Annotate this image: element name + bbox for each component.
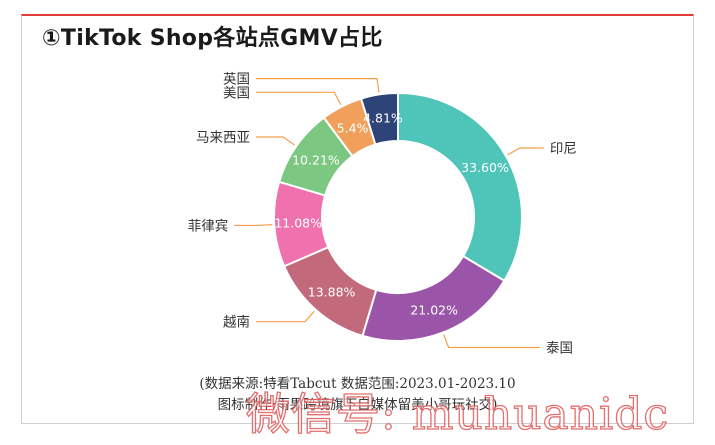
slice-value-label-6: 4.81% [363, 111, 403, 126]
leader-line-1 [443, 334, 540, 349]
slice-category-label-5: 美国 [223, 85, 250, 101]
slice-category-label-3: 菲律宾 [188, 218, 229, 234]
slice-category-label-0: 印尼 [550, 141, 577, 157]
slice-value-label-1: 21.02% [410, 303, 458, 318]
chart-frame [21, 14, 694, 424]
donut-slice-1 [361, 254, 506, 342]
slice-value-label-2: 13.88% [308, 284, 356, 299]
leader-line-5 [256, 91, 342, 106]
slice-category-label-1: 泰国 [546, 341, 573, 357]
slice-category-label-2: 越南 [223, 315, 250, 331]
slice-category-label-6: 英国 [223, 71, 250, 88]
chart-title: ①TikTok Shop各站点GMV占比 [42, 26, 383, 51]
leader-line-0 [507, 147, 544, 156]
leader-line-4 [256, 136, 295, 146]
donut-slice-6 [359, 91, 399, 146]
slice-value-label-0: 33.60% [461, 160, 509, 175]
leader-line-2 [256, 310, 315, 323]
slice-value-label-4: 10.21% [292, 152, 340, 167]
chart-credit-note: 图标制作:雨果跨境旗下自媒体留美小哥玩社交) [217, 397, 498, 413]
watermark-text: 微信号: muhuanidc [245, 388, 669, 440]
slice-category-label-4: 马来西亚 [196, 130, 250, 146]
donut-slice-0 [397, 91, 523, 283]
leader-line-6 [256, 77, 380, 93]
slice-value-label-3: 11.08% [274, 216, 322, 231]
data-source-note: (数据来源:特看Tabcut 数据范围:2023.01-2023.10 [199, 376, 516, 392]
slice-value-label-5: 5.4% [337, 120, 369, 135]
leader-line-3 [234, 223, 273, 227]
